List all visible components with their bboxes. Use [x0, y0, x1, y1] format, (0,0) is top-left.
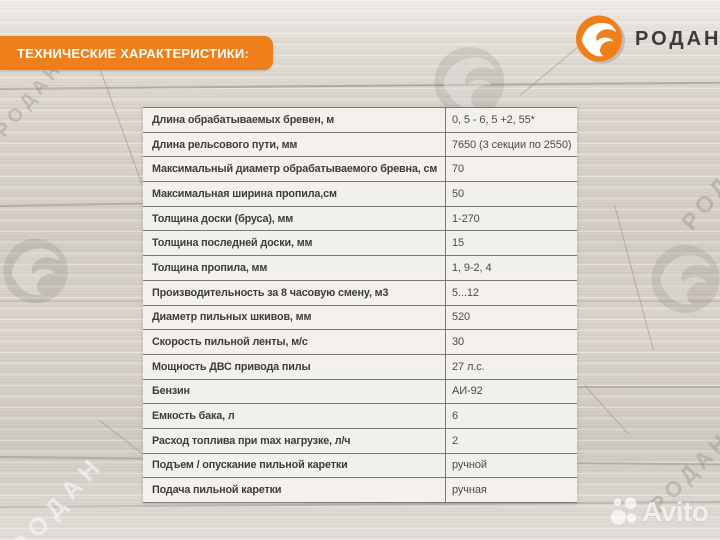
spec-value: 1, 9-2, 4 [445, 256, 577, 280]
spec-value: ручной [445, 453, 577, 478]
spec-value: 70 [445, 157, 577, 182]
spec-table: Длина обрабатываемых бревен, м 0, 5 - 6,… [143, 107, 577, 503]
page-title: ТЕХНИЧЕСКИЕ ХАРАКТЕРИСТИКИ: [17, 45, 249, 61]
spec-label: Толщина последней доски, мм [152, 237, 313, 250]
table-row: Бензин АИ-92 [143, 379, 577, 405]
spec-label: Подача пильной каретки [152, 484, 282, 497]
brand-name: РОДАН [635, 27, 720, 50]
spec-label: Диаметр пильных шкивов, мм [152, 311, 312, 324]
wood-seam [0, 202, 147, 207]
table-row: Максимальная ширина пропила,см 50 [143, 182, 577, 207]
avito-logo-icon [610, 497, 637, 525]
table-row: Емкость бака, л 6 [143, 404, 577, 429]
table-row: Диаметр пильных шкивов, мм 520 [143, 305, 577, 331]
table-row: Длина рельсового пути, мм 7650 (3 секции… [143, 132, 577, 158]
spec-label: Подъем / опускание пильной каретки [152, 459, 348, 472]
rodan-watermark-text: РОДАН [676, 135, 720, 235]
avito-label: Avito [642, 495, 709, 527]
avito-watermark: Avito [610, 495, 709, 528]
table-row: Максимальный диаметр обрабатываемого бре… [143, 157, 577, 183]
rodan-watermark-icon [3, 238, 68, 304]
wood-seam [560, 386, 720, 388]
spec-label: Толщина пропила, мм [152, 261, 268, 274]
table-row: Толщина доски (бруса), мм 1-270 [143, 206, 577, 232]
table-row: Расход топлива при max нагрузке, л/ч 2 [143, 428, 577, 454]
table-row: Подача пильной каретки ручная [143, 478, 577, 503]
title-banner: ТЕХНИЧЕСКИЕ ХАРАКТЕРИСТИКИ: [0, 36, 273, 70]
wood-scratch [614, 205, 654, 351]
spec-label: Мощность ДВС привода пилы [152, 360, 311, 373]
rodan-logo-icon [576, 15, 625, 64]
spec-label: Максимальная ширина пропила,см [152, 187, 337, 200]
wood-scratch [99, 420, 145, 456]
spec-value: 6 [445, 404, 577, 428]
spec-value: 50 [445, 182, 577, 206]
spec-label: Длина рельсового пути, мм [152, 138, 298, 151]
spec-label: Скорость пильной ленты, м/с [152, 336, 308, 349]
spec-value: 7650 (3 секции по 2550) [445, 132, 577, 157]
spec-label: Толщина доски (бруса), мм [152, 212, 294, 225]
spec-label: Бензин [152, 385, 190, 398]
spec-value: 5...12 [445, 280, 577, 305]
spec-label: Расход топлива при max нагрузке, л/ч [152, 434, 351, 447]
wood-scratch [97, 62, 143, 185]
table-row: Производительность за 8 часовую смену, м… [143, 280, 577, 306]
table-row: Толщина последней доски, мм 15 [143, 231, 577, 257]
spec-value: 2 [445, 428, 577, 453]
spec-value: 27 л.с. [445, 354, 577, 379]
rodan-watermark-text: РОДАН [6, 449, 111, 540]
spec-value: 15 [445, 231, 577, 256]
table-row: Длина обрабатываемых бревен, м 0, 5 - 6,… [143, 108, 577, 133]
spec-label: Емкость бака, л [152, 410, 235, 423]
spec-label: Длина обрабатываемых бревен, м [152, 113, 335, 126]
spec-value: 0, 5 - 6, 5 +2, 55* [445, 108, 577, 132]
spec-value: ручная [445, 478, 577, 502]
table-row: Подъем / опускание пильной каретки ручно… [143, 453, 577, 479]
spec-value: 520 [445, 305, 577, 330]
table-row: Мощность ДВС привода пилы 27 л.с. [143, 354, 577, 380]
brand-logo: РОДАН [575, 14, 720, 64]
spec-label: Производительность за 8 часовую смену, м… [152, 286, 389, 299]
table-row: Толщина пропила, мм 1, 9-2, 4 [143, 256, 577, 281]
spec-value: 30 [445, 330, 577, 354]
spec-value: АИ-92 [445, 379, 577, 404]
wood-scratch [584, 385, 630, 435]
spec-value: 1-270 [445, 206, 577, 231]
table-row: Скорость пильной ленты, м/с 30 [143, 330, 577, 355]
spec-label: Максимальный диаметр обрабатываемого бре… [152, 163, 438, 176]
rodan-watermark-icon [651, 244, 720, 314]
rodan-watermark-icon [434, 47, 505, 117]
